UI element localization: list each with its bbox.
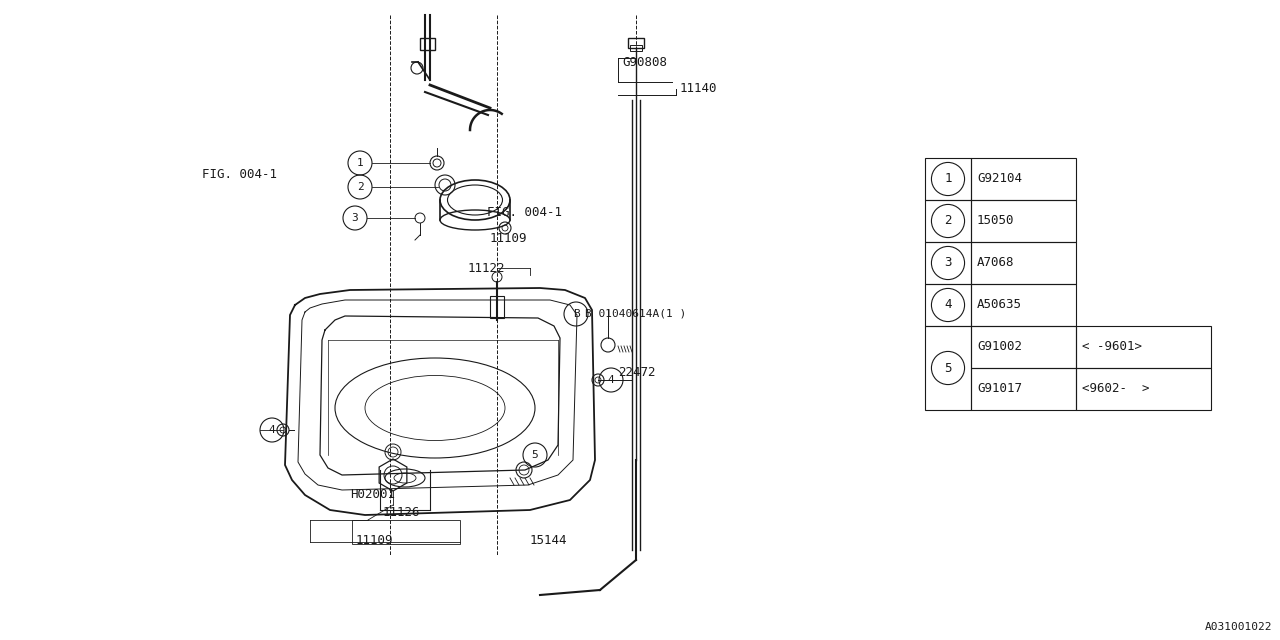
Text: 15050: 15050: [977, 214, 1015, 227]
Text: 1: 1: [357, 158, 364, 168]
Text: <9602-  >: <9602- >: [1082, 383, 1149, 396]
Text: 2: 2: [945, 214, 952, 227]
Text: A031001022: A031001022: [1204, 622, 1272, 632]
Text: 11109: 11109: [356, 534, 393, 547]
Text: B 01040614A(1 ): B 01040614A(1 ): [585, 309, 686, 319]
Text: 11140: 11140: [680, 83, 718, 95]
Text: 3: 3: [945, 257, 952, 269]
Text: < -9601>: < -9601>: [1082, 340, 1142, 353]
Bar: [1076, 368, 1211, 410]
Text: H02001: H02001: [349, 488, 396, 502]
Text: 15144: 15144: [530, 534, 567, 547]
Text: 4: 4: [269, 425, 275, 435]
Bar: [925, 200, 972, 242]
Bar: [925, 284, 972, 326]
Bar: [972, 158, 1076, 200]
Bar: [972, 242, 1076, 284]
Bar: [628, 38, 644, 48]
Text: FIG. 004-1: FIG. 004-1: [486, 205, 562, 218]
Bar: [630, 45, 643, 51]
Text: G91002: G91002: [977, 340, 1021, 353]
Text: 5: 5: [945, 362, 952, 374]
Text: 3: 3: [352, 213, 358, 223]
Text: 11122: 11122: [468, 262, 506, 275]
Text: A50635: A50635: [977, 298, 1021, 312]
Text: B: B: [572, 309, 580, 319]
Text: G90808: G90808: [622, 56, 667, 70]
Bar: [420, 38, 435, 50]
Text: G91017: G91017: [977, 383, 1021, 396]
Text: 11126: 11126: [383, 506, 421, 520]
Text: FIG. 004-1: FIG. 004-1: [202, 168, 276, 182]
Bar: [972, 200, 1076, 242]
Text: 2: 2: [357, 182, 364, 192]
Bar: [925, 326, 972, 410]
Bar: [972, 326, 1076, 368]
Bar: [972, 368, 1076, 410]
Text: 4: 4: [945, 298, 952, 312]
Bar: [352, 520, 460, 544]
Text: 5: 5: [531, 450, 539, 460]
Text: 11109: 11109: [490, 232, 527, 244]
Text: G92104: G92104: [977, 173, 1021, 186]
Bar: [972, 284, 1076, 326]
Text: 1: 1: [945, 173, 952, 186]
Bar: [925, 158, 972, 200]
Bar: [1076, 326, 1211, 368]
Text: 4: 4: [608, 375, 614, 385]
Bar: [490, 296, 504, 318]
Bar: [925, 242, 972, 284]
Text: A7068: A7068: [977, 257, 1015, 269]
Text: 22472: 22472: [618, 365, 655, 378]
